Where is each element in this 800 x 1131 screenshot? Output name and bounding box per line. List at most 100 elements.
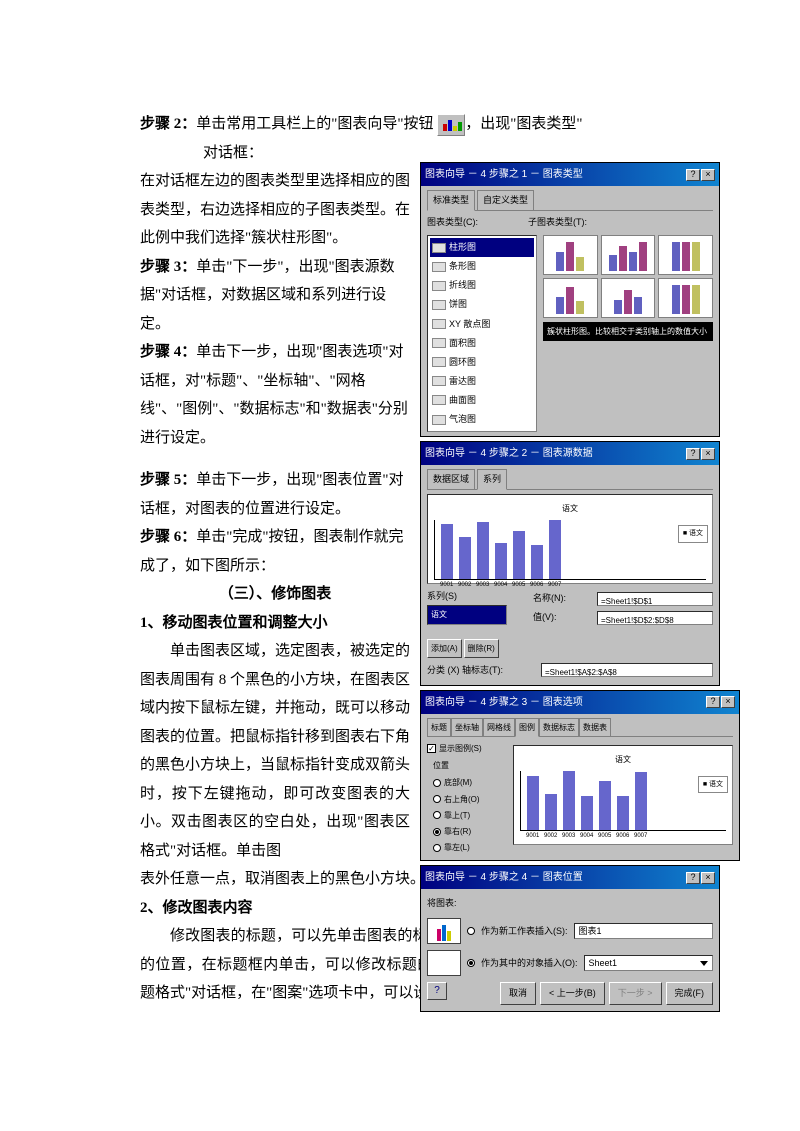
subtype-1[interactable] (543, 235, 598, 275)
label-values: 值(V): (533, 609, 593, 626)
label-category: 分类 (X) 轴标志(T): (427, 662, 537, 679)
select-sheet[interactable]: Sheet1 (584, 955, 714, 971)
subheading-1: 1、移动图表位置和调整大小 (140, 609, 410, 638)
type-item-bar[interactable]: 条形图 (430, 257, 534, 276)
cancel-button[interactable]: 取消 (500, 982, 536, 1005)
dialog-title: 图表向导 － 4 步骤之 2 － 图表源数据 (425, 444, 593, 463)
back-button[interactable]: < 上一步(B) (540, 982, 605, 1005)
checkbox-show-legend[interactable]: ✓ (427, 744, 436, 753)
new-sheet-icon (427, 918, 461, 944)
input-category[interactable]: =Sheet1!$A$2:$A$8 (541, 663, 713, 677)
close-icon[interactable]: × (721, 696, 735, 708)
dialog-title: 图表向导 － 4 步骤之 1 － 图表类型 (425, 165, 583, 184)
tab-axes[interactable]: 坐标轴 (451, 718, 483, 736)
chart-wizard-icon (437, 114, 465, 136)
step-2: 步骤 2：单击常用工具栏上的"图表向导"按钮 ，出现"图表类型" (140, 110, 670, 139)
dialog-source-data: 图表向导 － 4 步骤之 2 － 图表源数据 ? × 数据区域 系列 语文 ■ … (420, 441, 720, 686)
finish-button[interactable]: 完成(F) (666, 982, 714, 1005)
radio-right[interactable] (433, 828, 441, 836)
step-5-label: 步骤 5： (140, 472, 196, 488)
step-6: 步骤 6：单击"完成"按钮，图表制作就完成了，如下图所示： (140, 523, 410, 580)
step-2-label: 步骤 2： (140, 116, 196, 132)
chart-legend: ■ 语文 (678, 525, 708, 542)
delete-button[interactable]: 删除(R) (464, 639, 499, 658)
dlg3-tabs: 标题 坐标轴 网格线 图例 数据标志 数据表 (427, 718, 733, 737)
chart-x-labels: 9001900290039004900590069007 (520, 831, 726, 842)
radio-left[interactable] (433, 844, 441, 852)
para-move-resize-a: 单击图表区域，选定图表，被选定的图表周围有 8 个黑色的小方块，在图表区域内按下… (140, 637, 410, 865)
next-button[interactable]: 下一步 > (609, 982, 662, 1005)
input-new-sheet-name[interactable]: 图表1 (574, 923, 714, 939)
tab-data-range[interactable]: 数据区域 (427, 469, 475, 489)
subtype-description: 簇状柱形图。比较相交于类别轴上的数值大小 (543, 322, 713, 341)
preview-bar-chart (434, 520, 706, 580)
type-item-surface[interactable]: 曲面图 (430, 391, 534, 410)
help-icon[interactable]: ? (686, 872, 700, 884)
preview-bar-chart (520, 771, 726, 831)
radio-bottom[interactable] (433, 779, 441, 787)
type-item-column[interactable]: 柱形图 (430, 238, 534, 257)
tab-standard[interactable]: 标准类型 (427, 190, 475, 211)
radio-as-object[interactable] (467, 959, 475, 967)
type-item-line[interactable]: 折线图 (430, 276, 534, 295)
step-4-label: 步骤 4： (140, 344, 196, 360)
object-in-sheet-icon (427, 950, 461, 976)
section-3-heading: （三）、修饰图表 (140, 580, 410, 609)
chart-title: 语文 (520, 752, 726, 767)
type-item-bubble[interactable]: 气泡图 (430, 410, 534, 429)
type-item-xy[interactable]: XY 散点图 (430, 315, 534, 334)
tab-datalabels[interactable]: 数据标志 (539, 718, 579, 736)
label-chart-type: 图表类型(C): (427, 214, 478, 231)
subtype-3[interactable] (658, 235, 713, 275)
type-item-area[interactable]: 面积图 (430, 334, 534, 353)
tab-title[interactable]: 标题 (427, 718, 451, 736)
help-button[interactable]: ? (427, 982, 447, 1000)
label-group: 将图表: (427, 895, 713, 912)
dialog-chart-location: 图表向导 － 4 步骤之 4 － 图表位置 ? × 将图表: 作为新工作表插入(… (420, 865, 720, 1012)
subtype-5[interactable] (601, 278, 656, 318)
type-item-radar[interactable]: 雷达图 (430, 372, 534, 391)
step-5: 步骤 5：单击下一步，出现"图表位置"对话框，对图表的位置进行设定。 (140, 466, 410, 523)
legend-position-group: ✓显示图例(S) 位置 底部(M) 右上角(O) 靠上(T) 靠右(R) 靠左(… (427, 741, 507, 856)
help-icon[interactable]: ? (686, 448, 700, 460)
label-name: 名称(N): (533, 590, 593, 607)
close-icon[interactable]: × (701, 169, 715, 181)
subtype-6[interactable] (658, 278, 713, 318)
chart-type-list[interactable]: 柱形图 条形图 折线图 饼图 XY 散点图 面积图 圆环图 雷达图 曲面图 气泡… (427, 235, 537, 432)
tab-series[interactable]: 系列 (477, 469, 507, 490)
tab-datatable[interactable]: 数据表 (579, 718, 611, 736)
chevron-down-icon (700, 961, 708, 966)
chart-title: 语文 (434, 501, 706, 516)
label-new-sheet: 作为新工作表插入(S): (481, 923, 568, 940)
type-item-donut[interactable]: 圆环图 (430, 353, 534, 372)
input-values[interactable]: =Sheet1!$D$2:$D$8 (597, 611, 713, 625)
radio-corner[interactable] (433, 795, 441, 803)
close-icon[interactable]: × (701, 872, 715, 884)
tab-legend[interactable]: 图例 (515, 718, 539, 737)
close-icon[interactable]: × (701, 448, 715, 460)
radio-new-sheet[interactable] (467, 927, 475, 935)
dialog-chart-options: 图表向导 － 4 步骤之 3 － 图表选项 ? × 标题 坐标轴 网格线 图例 … (420, 690, 740, 862)
add-button[interactable]: 添加(A) (427, 639, 462, 658)
titlebar: 图表向导 － 4 步骤之 1 － 图表类型 ? × (421, 163, 719, 186)
subtype-4[interactable] (543, 278, 598, 318)
titlebar: 图表向导 － 4 步骤之 4 － 图表位置 ? × (421, 866, 719, 889)
chart-legend: ■ 语文 (698, 776, 728, 793)
dialog-title: 图表向导 － 4 步骤之 3 － 图表选项 (425, 693, 583, 712)
radio-top[interactable] (433, 811, 441, 819)
type-item-pie[interactable]: 饼图 (430, 295, 534, 314)
tab-gridlines[interactable]: 网格线 (483, 718, 515, 736)
subtype-grid[interactable] (543, 235, 713, 318)
titlebar: 图表向导 － 4 步骤之 2 － 图表源数据 ? × (421, 442, 719, 465)
label-position: 位置 (433, 758, 507, 773)
input-name[interactable]: =Sheet1!$D$1 (597, 592, 713, 606)
chart-preview: 语文 ■ 语文 9001900290039004900590069007 (513, 745, 733, 845)
dialog-screenshots: 图表向导 － 4 步骤之 1 － 图表类型 ? × 标准类型 自定义类型 图表类… (420, 162, 720, 1016)
series-list[interactable]: 语文 (427, 605, 507, 624)
dialog-chart-type: 图表向导 － 4 步骤之 1 － 图表类型 ? × 标准类型 自定义类型 图表类… (420, 162, 720, 437)
subtype-2[interactable] (601, 235, 656, 275)
tab-custom[interactable]: 自定义类型 (477, 190, 534, 210)
help-icon[interactable]: ? (706, 696, 720, 708)
step-3-label: 步骤 3： (140, 259, 196, 275)
help-icon[interactable]: ? (686, 169, 700, 181)
